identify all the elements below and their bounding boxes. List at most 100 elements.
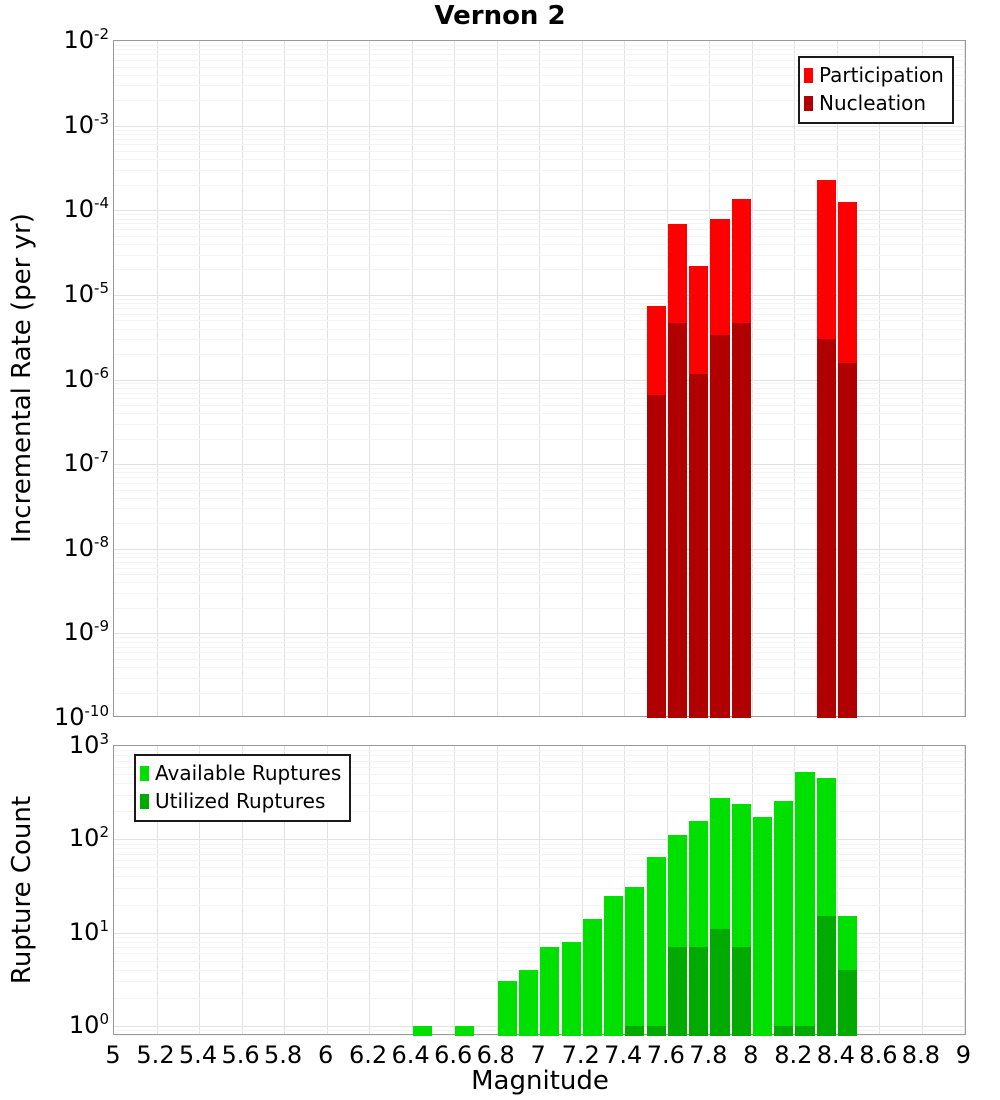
minor-gridline [114,582,965,584]
minor-gridline [114,392,965,394]
minor-gridline [114,405,965,406]
x-tick-label: 7.8 [689,1041,728,1069]
participation-swatch [804,67,813,83]
available-bar [412,1025,432,1036]
minor-gridline [114,853,965,855]
minor-gridline [114,398,965,400]
minor-gridline [114,969,965,971]
major-gridline [114,210,965,212]
minor-gridline [114,1035,965,1036]
minor-gridline [114,85,965,87]
available-bar [646,856,666,1036]
minor-gridline [114,44,965,46]
available-bar [795,771,815,1036]
minor-gridline [114,477,965,479]
minor-gridline [114,646,965,648]
minor-gridline [114,888,965,890]
utilized-bar [689,947,709,1036]
minor-gridline [114,144,965,146]
minor-gridline [114,794,965,796]
minor-gridline [114,489,965,491]
available-bar [561,941,581,1036]
minor-gridline [114,860,965,861]
v-gridline [709,746,711,1034]
minor-gridline [114,750,965,752]
minor-gridline [114,472,965,474]
minor-gridline [114,383,965,385]
minor-gridline [114,523,965,525]
minor-gridline [114,438,965,440]
rate-plot [113,40,966,718]
minor-gridline [114,235,965,237]
minor-gridline [114,561,965,563]
minor-gridline [114,557,965,558]
minor-gridline [114,423,965,425]
utilized-ruptures-label: Utilized Ruptures [155,789,326,813]
v-gridline [326,746,328,1034]
minor-gridline [114,997,965,999]
y-tick-label: 10-6 [63,363,109,393]
utilized-bar [795,1025,815,1036]
legend-item-utilized-ruptures: Utilized Ruptures [140,787,341,815]
minor-gridline [114,953,965,955]
y-tick-label: 10-8 [63,532,109,562]
minor-gridline [114,593,965,594]
utilized-bar [646,1025,666,1036]
x-tick-label: 6.2 [349,1041,388,1069]
utilized-ruptures-swatch [140,793,149,809]
nucleation-bar [731,323,751,718]
v-gridline [199,41,201,716]
minor-gridline [114,151,965,153]
x-tick-label: 7.6 [646,1041,685,1069]
minor-gridline [114,960,965,962]
nucleation-bar [816,339,836,718]
minor-gridline [114,567,965,569]
nucleation-bar [710,334,730,718]
y-tick-label: 101 [68,916,109,946]
minor-gridline [114,184,965,186]
v-gridline [156,41,158,716]
x-tick-label: 9 [955,1041,972,1069]
v-gridline [751,41,753,716]
minor-gridline [114,811,965,813]
y-tick-label: 10-10 [53,702,109,731]
v-gridline [964,746,966,1034]
y-tick-label: 10-9 [63,617,109,647]
x-tick-label: 6.4 [391,1041,430,1069]
count-legend: Available Ruptures Utilized Ruptures [134,754,352,822]
minor-gridline [114,755,965,756]
available-bar [582,919,602,1036]
minor-gridline [114,482,965,484]
minor-gridline [114,574,965,576]
minor-gridline [114,254,965,256]
y-tick-label: 10-7 [63,448,109,478]
available-bar [625,886,645,1036]
minor-gridline [114,552,965,554]
minor-gridline [114,59,965,61]
minor-gridline [114,413,965,415]
nucleation-bar [689,374,709,718]
v-gridline [539,41,541,716]
minor-gridline [114,54,965,56]
v-gridline [794,746,796,1034]
major-gridline [114,379,965,381]
x-tick-label: 5.8 [264,1041,303,1069]
minor-gridline [114,66,965,68]
minor-gridline [114,936,965,938]
minor-gridline [114,74,965,76]
nucleation-bar [837,363,858,718]
v-gridline [496,746,498,1034]
v-gridline [369,41,371,716]
minor-gridline [114,133,965,135]
minor-gridline [114,298,965,300]
minor-gridline [114,214,965,216]
v-gridline [964,41,966,716]
x-tick-label: 8.2 [774,1041,813,1069]
v-gridline [411,41,413,716]
v-gridline [496,41,498,716]
v-gridline [624,41,626,716]
utilized-bar [731,947,751,1036]
v-gridline [454,746,456,1034]
x-tick-label: 5.2 [136,1041,175,1069]
minor-gridline [114,138,965,140]
